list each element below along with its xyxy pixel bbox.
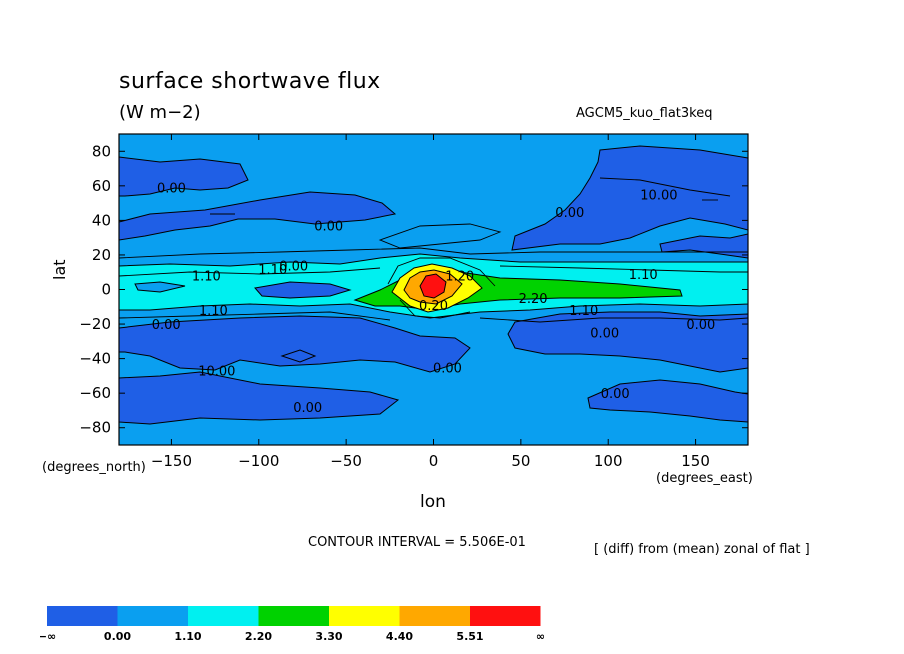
colorbar-label: 5.51: [456, 630, 483, 643]
y-axis-label: lat: [50, 259, 69, 280]
chart-title: surface shortwave flux: [119, 69, 381, 94]
contour-label: 1.10: [629, 268, 658, 283]
colorbar-swatch: [47, 606, 118, 626]
contour-label: 0.00: [152, 318, 181, 333]
colorbar-label: 3.30: [315, 630, 342, 643]
contour-label: 0.00: [601, 387, 630, 402]
contour-label: 0.00: [157, 182, 186, 197]
y-units-label: (degrees_north): [42, 460, 146, 475]
colorbar-swatch: [399, 606, 470, 626]
contour-labels: 0.000.000.001.101.10 1.20 1.102.201.100.20…: [152, 182, 716, 416]
y-tick-label: 60: [92, 177, 111, 195]
colorbar-swatch: [188, 606, 259, 626]
colorbar-swatch: [329, 606, 400, 626]
x-units-label: (degrees_east): [656, 471, 753, 486]
contour-label: 0.00: [433, 361, 462, 376]
x-tick-label: −50: [330, 452, 362, 470]
y-tick-label: 0: [101, 281, 111, 299]
contour-label: 2.20: [519, 292, 548, 307]
colorbar-swatch: [470, 606, 541, 626]
chart-units: (W m−2): [119, 102, 201, 123]
colorbar-label: 1.10: [174, 630, 201, 643]
contour-label: 0.00: [555, 206, 584, 221]
contour-label: 1.20: [445, 270, 474, 285]
colorbar-label: 2.20: [245, 630, 272, 643]
x-tick-label: 100: [594, 452, 623, 470]
colorbar: −∞ 0.00 1.10 2.20 3.30 4.40 5.51 ∞: [40, 606, 545, 643]
x-tick-label: −150: [151, 452, 192, 470]
contour-label: 10.00: [640, 188, 677, 203]
contour-label: 0.00: [590, 327, 619, 342]
colorbar-label: 0.00: [104, 630, 131, 643]
x-tick-label: 150: [681, 452, 710, 470]
contour-label: 1.10: [192, 270, 221, 285]
contour-label: 1.10: [258, 263, 287, 278]
colorbar-swatch: [258, 606, 329, 626]
contour-label: 0.00: [686, 318, 715, 333]
x-axis-label: lon: [420, 492, 446, 512]
y-tick-label: −60: [79, 384, 111, 402]
y-tick-label: 80: [92, 142, 111, 160]
colorbar-label: −∞: [40, 630, 56, 643]
contour-label: 1.10: [199, 304, 228, 319]
contour-label: 1.10: [569, 304, 598, 319]
x-tick-label: 0: [429, 452, 439, 470]
x-tick-label: 50: [511, 452, 530, 470]
y-tick-label: −40: [79, 350, 111, 368]
contour-label: 0.00: [279, 259, 308, 274]
contour-label: 10.00: [198, 365, 235, 380]
y-tick-label: −80: [79, 419, 111, 437]
diff-note: [ (diff) from (mean) zonal of flat ]: [594, 542, 810, 557]
contour-label: 0.00: [293, 401, 322, 416]
x-tick-label: −100: [238, 452, 279, 470]
y-tick-label: −20: [79, 315, 111, 333]
colorbar-label: 4.40: [386, 630, 413, 643]
colorbar-label: ∞: [536, 630, 545, 643]
axes: −150 −100 −50 0 50 100 150 80 60 40 20 0 −20 −40 −60 −8…: [79, 134, 748, 470]
y-tick-label: 40: [92, 211, 111, 229]
contour-fills: [119, 134, 748, 445]
contour-interval: CONTOUR INTERVAL = 5.506E-01: [308, 535, 526, 550]
y-tick-label: 20: [92, 246, 111, 264]
colorbar-swatch: [117, 606, 188, 626]
experiment-label: AGCM5_kuo_flat3keq: [576, 106, 713, 121]
contour-label: 0.20: [419, 299, 448, 314]
contour-label: 0.00: [314, 220, 343, 235]
